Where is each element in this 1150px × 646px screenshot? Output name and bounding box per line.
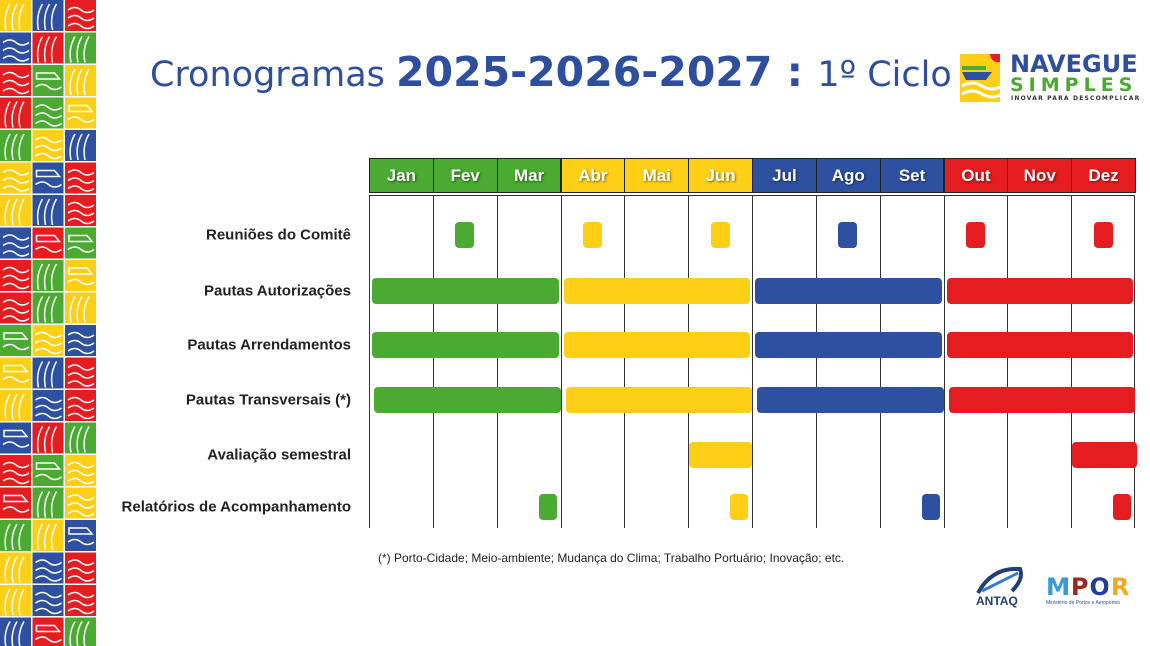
mpor-logo: MPOR Ministério de Portos e Aeroportos xyxy=(1046,574,1138,608)
month-header-abr: Abr xyxy=(560,158,626,193)
schedule-bar xyxy=(755,278,942,304)
schedule-bar xyxy=(948,387,1135,413)
grid-line xyxy=(624,196,626,528)
pattern-tile xyxy=(65,260,96,291)
schedule-bar xyxy=(372,332,559,358)
month-header-ago: Ago xyxy=(815,158,881,193)
logo-tagline: INOVAR PARA DESCOMPLICAR xyxy=(1011,95,1141,102)
pattern-tile xyxy=(32,162,64,194)
schedule-bar xyxy=(755,332,942,358)
title-separator: : xyxy=(772,48,818,96)
row-label: Reuniões do Comitê xyxy=(205,226,351,244)
grid-line xyxy=(369,196,370,528)
pattern-tile xyxy=(0,357,31,389)
schedule-bar xyxy=(946,278,1133,304)
boat-logo-icon xyxy=(960,54,1003,102)
grid-line xyxy=(496,196,498,528)
title-cycle: 1º Ciclo xyxy=(817,55,952,95)
grid-line xyxy=(879,196,881,528)
title-years: 2025-2026-2027 xyxy=(396,48,773,96)
month-header-set: Set xyxy=(879,158,945,193)
pattern-tile xyxy=(0,325,31,356)
report-marker xyxy=(538,494,557,520)
grid-line xyxy=(1071,196,1073,528)
pattern-tile xyxy=(65,97,96,129)
report-marker xyxy=(1113,494,1131,520)
schedule-bar xyxy=(372,278,559,304)
schedule-bar xyxy=(757,387,944,413)
pattern-tile xyxy=(32,227,64,259)
logo-line1: NAVEGUE xyxy=(1010,50,1138,78)
grid-line xyxy=(1007,196,1009,528)
grid-line xyxy=(560,196,562,528)
month-header-dez: Dez xyxy=(1071,158,1136,193)
antaq-logo: ANTAQ xyxy=(972,565,1028,610)
meeting-marker xyxy=(838,222,858,248)
page-title: Cronogramas 2025-2026-2027 : 1º Ciclo xyxy=(150,48,952,96)
decorative-pattern xyxy=(0,0,96,646)
report-marker xyxy=(921,494,940,520)
report-marker xyxy=(730,494,748,520)
meeting-marker xyxy=(582,222,602,248)
month-header-nov: Nov xyxy=(1007,158,1073,193)
row-label: Pautas Transversais (*) xyxy=(185,391,351,409)
month-header-jul: Jul xyxy=(752,158,817,193)
schedule-bar xyxy=(565,387,752,413)
schedule-bar xyxy=(563,278,750,304)
schedule-grid: Jan Fev Mar Abr Mai Jun Jul Ago Set Out Nov Dez xyxy=(369,158,1137,528)
schedule-bar xyxy=(1072,442,1137,468)
grid-line xyxy=(815,196,817,528)
grid-line xyxy=(943,196,945,528)
logo-line2: SIMPLES xyxy=(1010,74,1138,96)
mpor-letters: MPOR xyxy=(1046,573,1131,601)
grid-line xyxy=(752,196,753,528)
footnote: (*) Porto-Cidade; Meio-ambiente; Mudança… xyxy=(378,551,845,565)
row-label: Relatórios de Acompanhamento xyxy=(121,498,351,516)
month-header-jun: Jun xyxy=(688,158,753,193)
grid-line xyxy=(369,195,1135,196)
schedule-bar xyxy=(689,442,752,468)
month-header-fev: Fev xyxy=(432,158,498,193)
antaq-text: ANTAQ xyxy=(976,594,1018,608)
pattern-tile xyxy=(32,455,64,486)
month-header-mar: Mar xyxy=(496,158,562,193)
mpor-caption: Ministério de Portos e Aeroportos xyxy=(1046,600,1120,606)
row-label: Pautas Autorizações xyxy=(204,282,351,300)
pattern-tile xyxy=(0,422,31,454)
pattern-tile xyxy=(65,227,96,259)
meeting-marker xyxy=(1093,222,1113,248)
schedule-bar xyxy=(946,332,1133,358)
pattern-tile xyxy=(0,487,31,519)
row-label: Avaliação semestral xyxy=(207,446,351,464)
navegue-simples-logo: NAVEGUE SIMPLES INOVAR PARA DESCOMPLICAR xyxy=(958,50,1143,106)
schedule-bar xyxy=(563,332,750,358)
month-header-out: Out xyxy=(943,158,1009,193)
schedule-bar xyxy=(374,387,561,413)
month-header-jan: Jan xyxy=(369,158,434,193)
row-label: Pautas Arrendamentos xyxy=(187,336,351,354)
month-header-mai: Mai xyxy=(624,158,690,193)
pattern-tile xyxy=(65,520,96,551)
antaq-emblem-icon xyxy=(976,566,1023,594)
grid-line xyxy=(432,196,434,528)
pattern-tile xyxy=(32,65,64,96)
meeting-marker xyxy=(965,222,985,248)
title-text: Cronogramas xyxy=(150,55,397,95)
grid-line xyxy=(1134,196,1135,528)
meeting-marker xyxy=(710,222,730,248)
grid-line xyxy=(688,196,690,528)
meeting-marker xyxy=(455,222,475,248)
